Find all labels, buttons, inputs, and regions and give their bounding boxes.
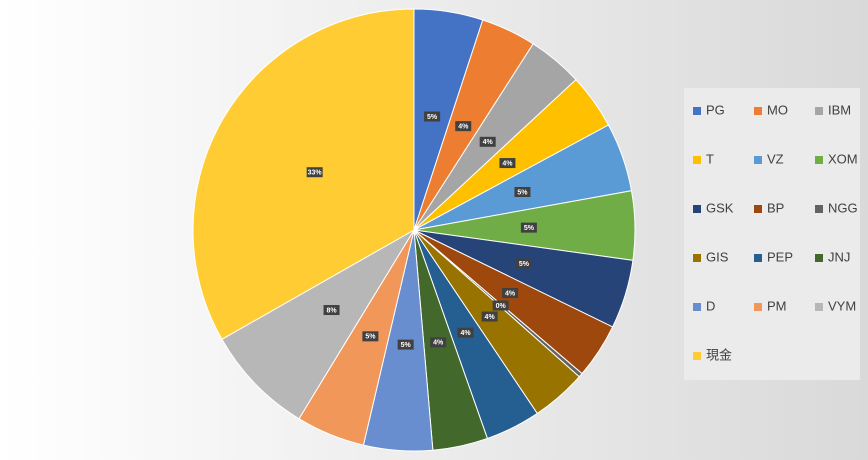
legend-marker	[815, 156, 823, 164]
data-label: 5%	[517, 189, 528, 196]
data-label: 5%	[524, 225, 535, 232]
legend-label: VYM	[828, 298, 856, 313]
data-label: 33%	[308, 170, 323, 177]
legend-label: PM	[767, 298, 787, 313]
pie-slice	[192, 8, 415, 340]
legend-marker	[693, 156, 701, 164]
legend-label: GSK	[706, 200, 734, 215]
legend-label: BP	[767, 200, 784, 215]
legend-label: GIS	[706, 249, 729, 264]
data-label: 0%	[496, 303, 507, 310]
legend-label: PEP	[767, 249, 793, 264]
data-label: 4%	[485, 314, 496, 321]
legend-marker	[815, 205, 823, 213]
data-label-box	[499, 158, 516, 169]
data-label-box	[362, 331, 379, 342]
data-label-box	[515, 258, 532, 269]
data-label-box	[479, 136, 496, 147]
legend-marker	[754, 156, 762, 164]
pie-slice	[221, 228, 416, 420]
legend-marker	[693, 303, 701, 311]
legend-label: XOM	[828, 151, 858, 166]
data-label: 4%	[433, 340, 444, 347]
legend-box	[684, 88, 860, 380]
legend-label: 現金	[706, 347, 732, 362]
data-label: 5%	[365, 334, 376, 341]
legend-marker	[693, 107, 701, 115]
legend-marker	[754, 205, 762, 213]
legend-marker	[693, 205, 701, 213]
data-label-box	[502, 288, 519, 299]
legend-marker	[754, 107, 762, 115]
data-label: 8%	[326, 307, 337, 314]
data-label: 5%	[427, 114, 438, 121]
data-label-box	[323, 305, 340, 316]
legend-marker	[693, 254, 701, 262]
data-label: 5%	[519, 261, 530, 268]
data-label-box	[397, 339, 414, 350]
data-label: 5%	[401, 342, 412, 349]
legend-label: MO	[767, 102, 788, 117]
data-label-box	[455, 121, 472, 132]
data-label-box	[424, 111, 441, 122]
data-label-box	[306, 167, 323, 178]
legend-marker	[754, 254, 762, 262]
data-label: 4%	[460, 330, 471, 337]
legend-label: VZ	[767, 151, 784, 166]
legend-marker	[815, 303, 823, 311]
data-label-box	[514, 187, 531, 198]
data-label-box	[520, 222, 537, 233]
data-label: 4%	[483, 139, 494, 146]
data-label-box	[481, 311, 498, 322]
data-label: 4%	[458, 124, 469, 131]
data-label: 4%	[505, 290, 516, 297]
legend-label: JNJ	[828, 249, 850, 264]
legend-label: IBM	[828, 102, 851, 117]
legend-label: T	[706, 151, 714, 166]
legend-marker	[815, 107, 823, 115]
legend-marker	[815, 254, 823, 262]
legend-marker	[693, 352, 701, 360]
data-label-box	[492, 300, 509, 311]
legend-label: PG	[706, 102, 725, 117]
data-label-box	[430, 337, 447, 348]
legend-marker	[754, 303, 762, 311]
legend-label: D	[706, 298, 715, 313]
data-label-box	[457, 327, 474, 338]
legend-label: NGG	[828, 200, 858, 215]
data-label: 4%	[502, 160, 513, 167]
